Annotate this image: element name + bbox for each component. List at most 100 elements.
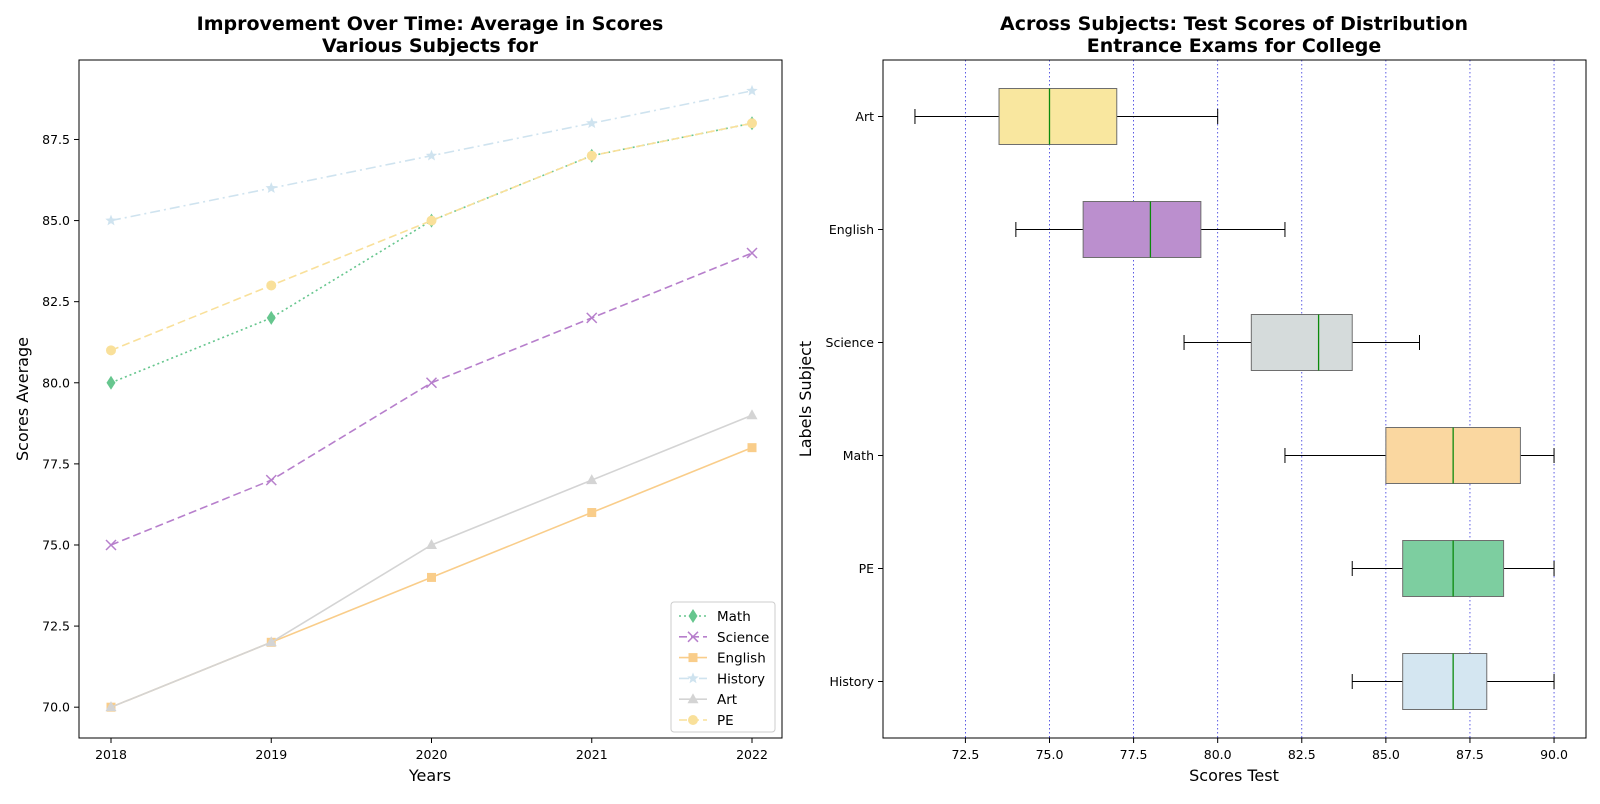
y-tick-label: 85.0 <box>42 213 70 228</box>
y-tick-label: 82.5 <box>42 294 70 309</box>
data-point-art <box>105 701 117 712</box>
y-tick-label: 70.0 <box>42 700 70 715</box>
legend-marker-history <box>687 672 699 684</box>
iqr-box <box>998 88 1118 145</box>
x-tick-label: 2020 <box>416 747 448 762</box>
x-tick-label: 87.5 <box>1456 747 1484 762</box>
data-point-science <box>105 539 117 551</box>
box-chart-boxes <box>914 88 1555 710</box>
data-point-pe <box>747 118 757 129</box>
y-tick-label: Art <box>855 109 874 124</box>
box-chart-grid: 72.5 75.0 77.5 80.0 82.5 85.0 87.5 90.0 Art Engli… <box>826 60 1568 762</box>
series-art <box>105 409 758 712</box>
box-math <box>1284 427 1555 484</box>
data-point-history <box>746 84 758 96</box>
iqr-box <box>1082 201 1202 258</box>
data-point-math <box>266 310 276 325</box>
series-english <box>106 443 757 712</box>
box-art <box>914 88 1219 145</box>
y-tick-label: PE <box>859 561 875 576</box>
legend-label-english: English <box>717 651 766 667</box>
legend-marker-english <box>688 653 698 663</box>
box-chart-xlabel: Scores Test <box>1189 766 1279 785</box>
data-point-science <box>425 377 438 389</box>
box-chart-title-line2: Entrance Exams for College <box>1087 35 1382 57</box>
y-tick-label: English <box>829 222 874 237</box>
x-marker-stroke <box>687 631 699 643</box>
x-tick-label: 75.0 <box>1036 747 1064 762</box>
line-chart: Improvement Over Time: Average in Scores… <box>13 13 783 785</box>
line-chart-series <box>105 84 758 712</box>
data-point-english <box>427 572 436 582</box>
legend-label-pe: PE <box>717 713 734 729</box>
x-tick-label: 2021 <box>576 747 608 762</box>
legend-marker-math <box>688 609 698 623</box>
iqr-box <box>1402 653 1488 710</box>
y-tick-label: 77.5 <box>42 456 70 471</box>
x-tick-label: 77.5 <box>1120 747 1148 762</box>
series-line-science <box>110 252 753 546</box>
series-pe <box>106 118 757 356</box>
x-marker-stroke <box>746 247 758 259</box>
x-marker-stroke <box>105 539 117 551</box>
data-point-history <box>105 214 117 226</box>
box-history <box>1351 653 1555 710</box>
x-tick-label: 2022 <box>736 747 768 762</box>
line-chart-title-line1: Improvement Over Time: Average in Scores <box>197 13 664 35</box>
box-english <box>1015 201 1286 258</box>
x-tick-label: 2018 <box>95 747 127 762</box>
data-point-art <box>586 474 598 485</box>
legend-marker-art <box>687 693 699 704</box>
series-line-math <box>110 122 753 384</box>
y-tick-label: Math <box>843 448 874 463</box>
x-tick-label: 82.5 <box>1288 747 1316 762</box>
data-point-history <box>265 182 277 193</box>
line-chart-title-line2: Various Subjects for <box>322 35 539 57</box>
box-chart: Across Subjects: Test Scores of Distribu… <box>796 13 1587 785</box>
data-point-pe <box>266 280 277 291</box>
legend-label-science: Science <box>717 630 769 646</box>
data-point-science <box>746 247 758 259</box>
data-point-science <box>586 312 598 324</box>
y-tick-label: 87.5 <box>42 132 70 147</box>
data-point-science <box>265 474 277 486</box>
box-chart-frame <box>882 59 1587 739</box>
series-science <box>105 247 758 551</box>
legend-marker-science <box>687 631 699 643</box>
data-point-pe <box>426 215 437 226</box>
line-chart-ticks: 2018 2019 2020 2021 2022 70.0 72.5 75.0 77.5 80.0… <box>42 132 768 762</box>
data-point-english <box>747 443 757 453</box>
x-tick-label: 80.0 <box>1204 747 1232 762</box>
data-point-art <box>746 409 758 420</box>
x-marker-stroke <box>425 377 438 389</box>
line-chart-ylabel: Scores Average <box>13 337 32 461</box>
legend-label-math: Math <box>717 609 751 625</box>
line-chart-xlabel: Years <box>408 766 451 785</box>
legend-label-history: History <box>717 671 765 687</box>
y-tick-label: 80.0 <box>42 375 70 390</box>
x-tick-label: 72.5 <box>951 747 979 762</box>
series-line-art <box>110 414 753 708</box>
box-chart-title-line1: Across Subjects: Test Scores of Distribu… <box>1000 13 1468 35</box>
x-tick-label: 85.0 <box>1372 747 1400 762</box>
y-tick-label: History <box>830 674 875 689</box>
box-pe <box>1351 540 1555 597</box>
x-tick-label: 90.0 <box>1540 747 1568 762</box>
legend-label-art: Art <box>717 692 737 708</box>
data-point-pe <box>586 150 597 161</box>
x-marker-stroke <box>586 312 598 324</box>
data-point-art <box>265 636 277 647</box>
box-science <box>1183 314 1420 371</box>
y-tick-label: Science <box>826 335 875 350</box>
series-line-pe <box>110 122 753 352</box>
iqr-box <box>1250 314 1353 371</box>
line-chart-frame <box>78 59 783 739</box>
x-tick-label: 2019 <box>255 747 287 762</box>
legend-marker-pe <box>688 715 698 725</box>
y-tick-label: 75.0 <box>42 537 70 552</box>
data-point-pe <box>106 345 116 356</box>
data-point-english <box>587 508 597 518</box>
series-history <box>105 84 758 226</box>
